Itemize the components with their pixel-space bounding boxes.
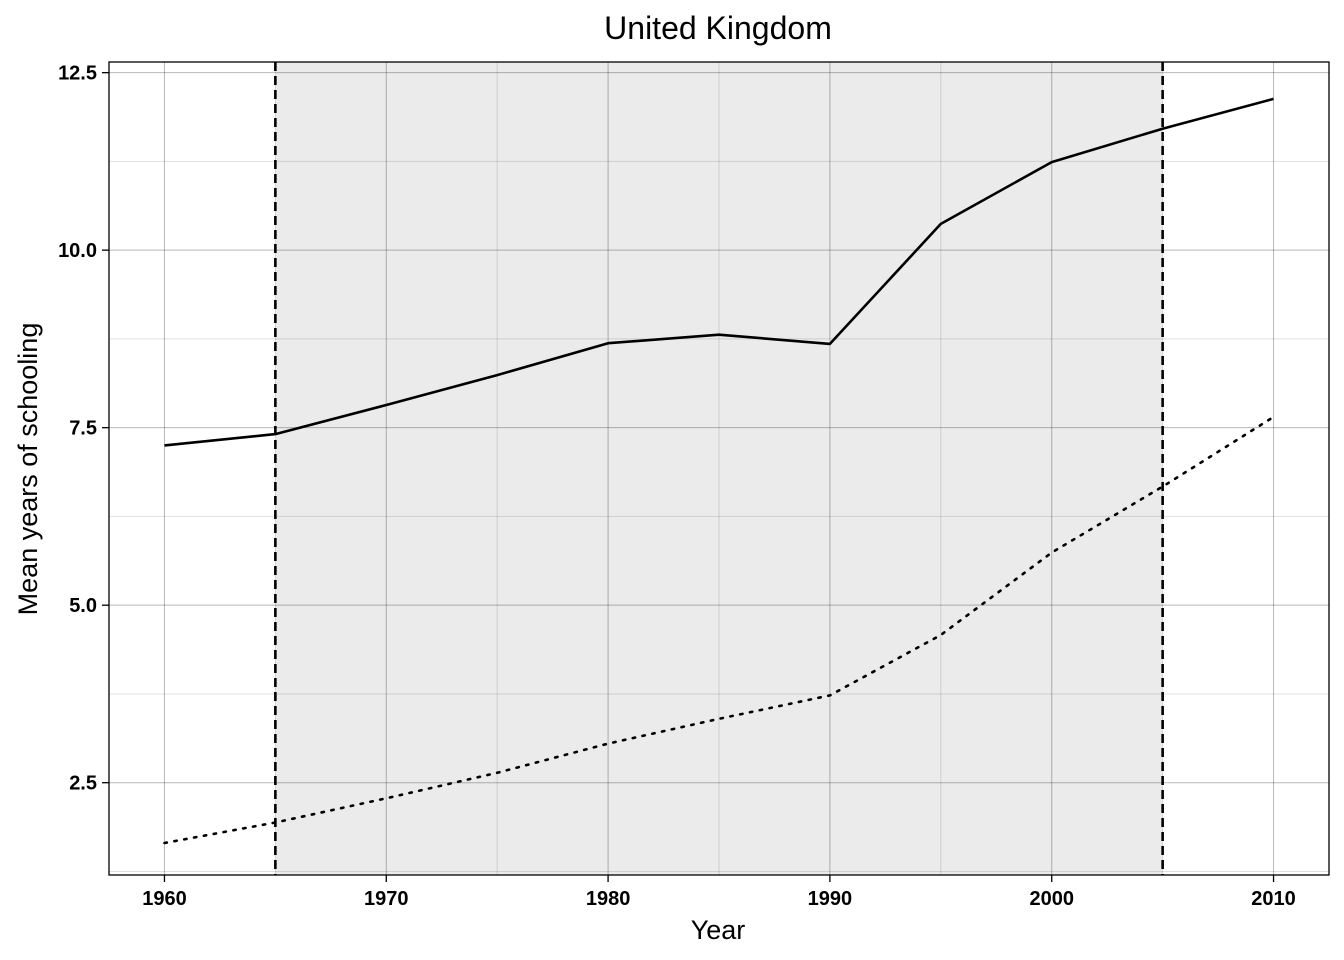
period-boundaries: [274, 62, 1164, 875]
y-tick-label: 12.5: [58, 63, 97, 85]
x-axis-ticks: 1960 1970 1980 1990 2000 2010: [142, 875, 1296, 910]
grid-minor: [109, 62, 1329, 875]
x-tick-label: 1970: [364, 888, 409, 910]
x-tick-label: 1990: [808, 888, 853, 910]
x-tick-label: 2000: [1029, 888, 1074, 910]
y-tick-label: 5.0: [69, 595, 97, 617]
x-tick-label: 1980: [586, 888, 631, 910]
y-tick-label: 2.5: [69, 773, 97, 795]
grid-major: [109, 62, 1329, 875]
series-line-dotted: [163, 415, 1275, 845]
x-tick-label: 2010: [1251, 888, 1296, 910]
panel-border: [108, 61, 1330, 876]
y-tick-label: 7.5: [69, 418, 97, 440]
chart-title: United Kingdom: [604, 10, 832, 46]
series-line-solid: [164, 97, 1274, 447]
data-series: [163, 97, 1275, 845]
y-tick-label: 10.0: [58, 240, 97, 262]
plot-background: [109, 62, 1329, 875]
y-axis-ticks: 2.5 5.0 7.5 10.0 12.5: [58, 63, 109, 795]
shaded-period: [275, 62, 1163, 875]
x-tick-label: 1960: [142, 888, 187, 910]
y-axis-label: Mean years of schooling: [13, 323, 43, 616]
x-axis-label: Year: [691, 915, 746, 945]
